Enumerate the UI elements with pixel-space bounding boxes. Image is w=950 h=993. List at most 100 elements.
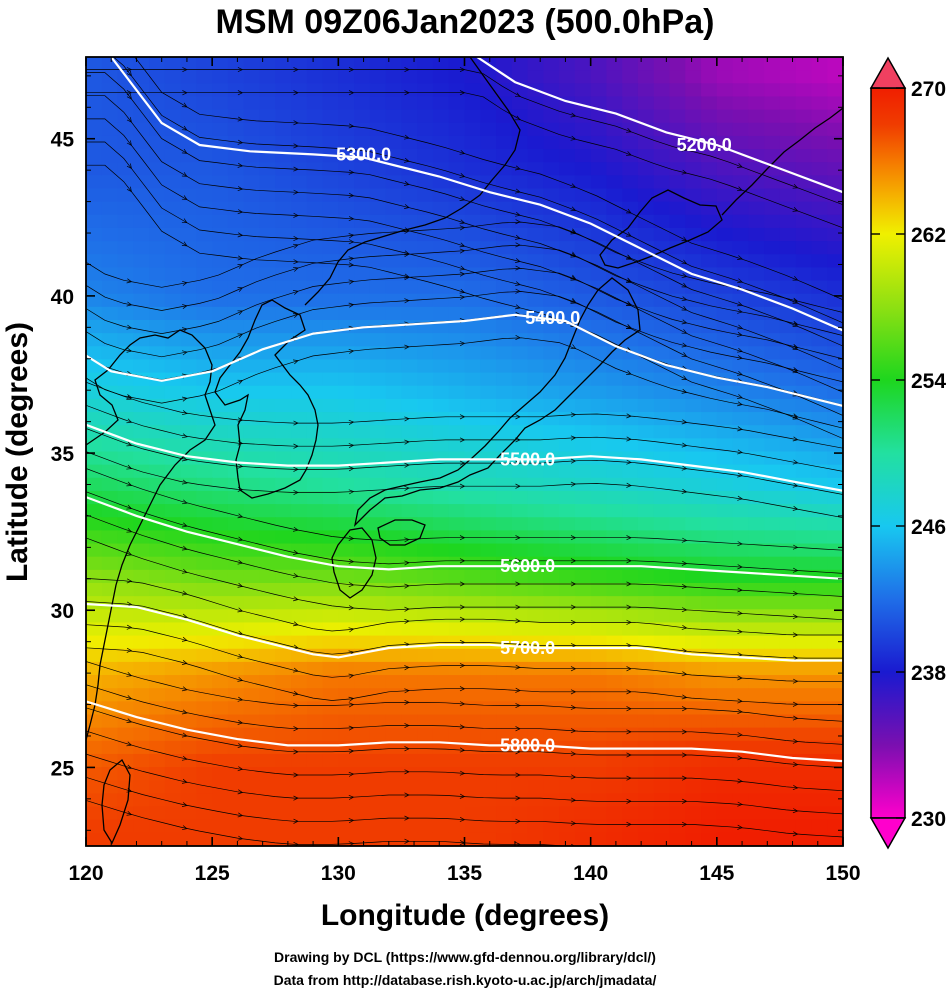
heatmap-cell <box>779 556 797 571</box>
heatmap-cell <box>637 451 655 466</box>
heatmap-cell <box>86 175 103 190</box>
heatmap-cell <box>590 385 608 400</box>
heatmap-cell <box>259 464 276 479</box>
heatmap-cell <box>164 83 182 98</box>
heatmap-cell <box>779 293 797 308</box>
x-tick-label: 125 <box>195 862 230 885</box>
heatmap-cell <box>448 214 466 229</box>
heatmap-cell <box>574 149 592 163</box>
heatmap-cell <box>574 267 592 282</box>
heatmap-cell <box>385 122 403 137</box>
streamline-arrow <box>681 388 688 394</box>
streamline-arrow <box>293 90 299 96</box>
heatmap-cell <box>827 583 843 597</box>
heatmap-cell <box>322 214 339 229</box>
heatmap-cell <box>259 122 276 137</box>
heatmap-cell <box>149 175 166 190</box>
streamline-arrow <box>792 632 799 638</box>
heatmap-cell <box>338 214 355 229</box>
streamline-arrow <box>515 242 521 248</box>
heatmap-cell <box>559 714 576 729</box>
heatmap-cell <box>291 622 308 637</box>
heatmap-cell <box>701 609 718 624</box>
heatmap-cell <box>448 254 466 268</box>
heatmap-cell <box>133 806 150 821</box>
heatmap-cell <box>291 70 308 84</box>
heatmap-cell <box>196 241 213 255</box>
heatmap-cell <box>401 517 418 531</box>
heatmap-cell <box>354 832 371 846</box>
heatmap-cell <box>86 688 103 702</box>
streamline-arrow <box>293 573 299 579</box>
streamline-arrow <box>293 749 299 755</box>
heatmap-cell <box>212 162 229 176</box>
heatmap-cell <box>322 175 339 190</box>
heatmap-cell <box>385 96 403 111</box>
heatmap-cell <box>701 425 718 439</box>
heatmap-cell <box>306 609 324 624</box>
heatmap-cell <box>827 227 843 242</box>
heatmap-cell <box>795 727 813 742</box>
streamline-arrow <box>626 535 632 541</box>
heatmap-cell <box>732 425 749 439</box>
heatmap-cell <box>149 57 166 71</box>
heatmap-cell <box>306 333 324 347</box>
heatmap-cell <box>622 767 639 781</box>
heatmap-cell <box>275 714 292 729</box>
heatmap-cell <box>417 451 434 466</box>
heatmap-cell <box>811 372 828 387</box>
heatmap-cell <box>432 596 450 610</box>
heatmap-cell <box>732 241 749 255</box>
heatmap-cell <box>511 596 529 610</box>
streamline-arrow <box>626 558 632 564</box>
heatmap-cell <box>732 175 749 190</box>
heatmap-cell <box>243 530 261 545</box>
heatmap-cell <box>764 596 781 610</box>
heatmap-cell <box>432 793 450 808</box>
heatmap-cell <box>637 688 655 702</box>
streamline-arrow <box>126 324 133 330</box>
heatmap-cell <box>811 359 828 374</box>
heatmap-cell <box>227 438 245 453</box>
heatmap-cell <box>779 569 797 584</box>
heatmap-cell <box>448 517 466 531</box>
heatmap-cell <box>86 227 103 242</box>
streamline-arrow <box>515 604 521 610</box>
heatmap-cell <box>432 530 450 545</box>
heatmap-cell <box>543 254 560 268</box>
heatmap-cell <box>716 701 734 716</box>
heatmap-cell <box>827 701 843 716</box>
heatmap-cell <box>432 753 450 768</box>
streamline-arrow <box>681 282 688 288</box>
heatmap-cell <box>480 385 497 400</box>
heatmap-cell <box>401 122 418 137</box>
heatmap-cell <box>748 806 765 821</box>
streamline-arrow <box>792 344 799 349</box>
heatmap-cell <box>590 675 608 689</box>
streamline-arrow <box>792 544 799 550</box>
streamline-arrow <box>737 347 743 353</box>
heatmap-cell <box>716 583 734 597</box>
heatmap-cell <box>432 740 450 755</box>
heatmap-cell <box>448 675 466 689</box>
heatmap-cell <box>369 412 387 426</box>
heatmap-cell <box>354 109 371 124</box>
heatmap-cell <box>212 596 229 610</box>
heatmap-cell <box>511 96 529 111</box>
heatmap-cell <box>275 701 292 716</box>
heatmap-cell <box>779 464 797 479</box>
streamline-arrow <box>404 769 410 775</box>
streamline-arrow <box>293 772 299 778</box>
heatmap-cell <box>401 109 418 124</box>
heatmap-cell <box>101 753 119 768</box>
heatmap-cell <box>669 530 686 545</box>
heatmap-cell <box>417 780 434 794</box>
heatmap-cell <box>417 832 434 846</box>
chart-title: MSM 09Z06Jan2023 (500.0hPa) <box>216 3 715 41</box>
heatmap-cell <box>496 806 513 821</box>
heatmap-cell <box>275 675 292 689</box>
heatmap-cell <box>432 149 450 163</box>
heatmap-cell <box>149 162 166 176</box>
heatmap-cell <box>732 306 749 321</box>
heatmap-cell <box>338 57 355 71</box>
